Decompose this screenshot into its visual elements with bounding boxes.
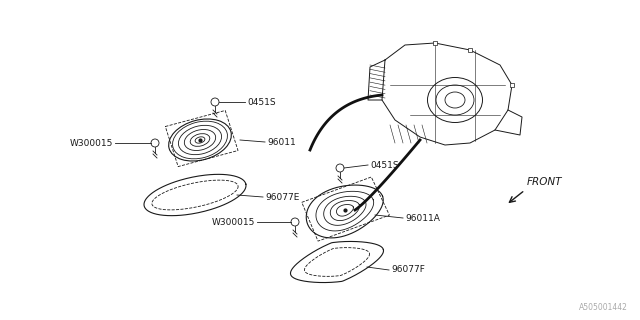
Text: FRONT: FRONT [527, 177, 563, 187]
Text: W300015: W300015 [70, 139, 113, 148]
Text: 96011: 96011 [267, 138, 296, 147]
Text: 0451S: 0451S [370, 161, 399, 170]
Text: W300015: W300015 [212, 218, 255, 227]
Text: 96077E: 96077E [265, 193, 300, 202]
Text: A505001442: A505001442 [579, 303, 628, 312]
Text: 0451S: 0451S [247, 98, 276, 107]
Text: 96011A: 96011A [405, 213, 440, 222]
Text: 96077F: 96077F [391, 266, 425, 275]
